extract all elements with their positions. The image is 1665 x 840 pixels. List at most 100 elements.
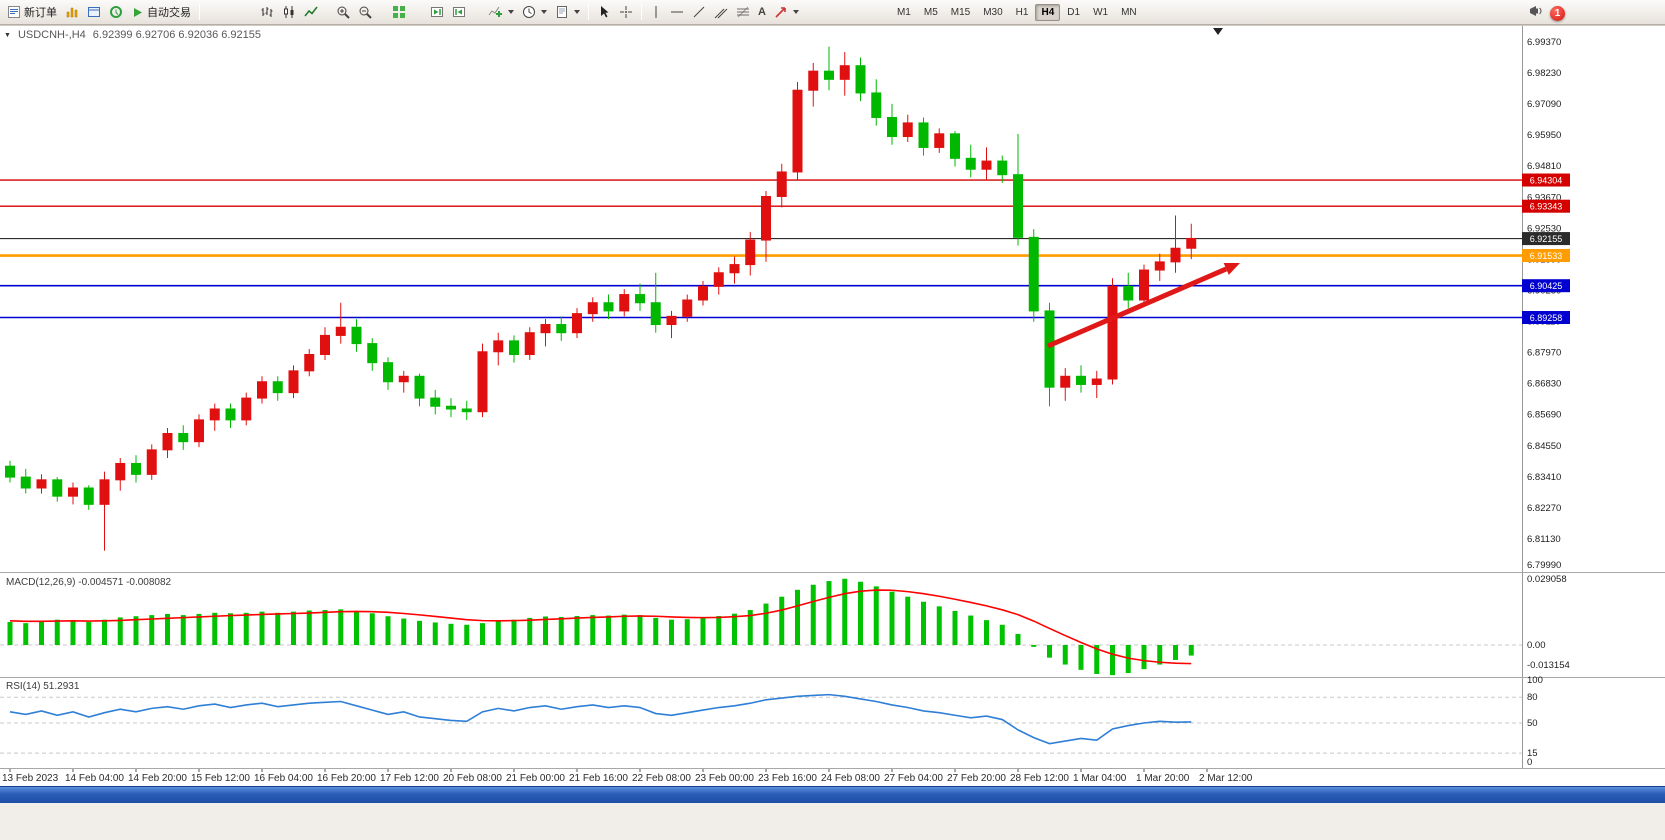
timeframe-h1-button[interactable]: H1 — [1015, 6, 1029, 18]
candle-body — [225, 408, 236, 421]
candle-body — [493, 340, 504, 353]
chart-shift-icon — [452, 5, 466, 19]
arrows-tool-button[interactable] — [770, 2, 803, 22]
candle-body — [776, 171, 787, 197]
candle-body — [619, 294, 630, 312]
trend-arrow-line[interactable] — [1047, 266, 1228, 349]
timeframe-w1-button[interactable]: W1 — [1093, 6, 1109, 18]
data-window-button[interactable] — [83, 2, 105, 22]
horizontal-line-button[interactable] — [666, 2, 688, 22]
candle-body — [1028, 236, 1039, 312]
time-axis-label: 21 Feb 00:00 — [506, 773, 565, 784]
candle-body — [1044, 310, 1055, 388]
price-badge — [1522, 310, 1570, 324]
rsi-pane-label: RSI(14) 51.2931 — [6, 681, 80, 692]
candle-body — [1060, 375, 1071, 388]
time-axis-label: 2 Mar 12:00 — [1199, 773, 1253, 784]
candle-body — [824, 70, 834, 80]
timeframe-mn-button[interactable]: MN — [1121, 6, 1137, 18]
rsi-axis-label: 15 — [1527, 748, 1538, 759]
timeframe-h4-button[interactable]: H4 — [1035, 3, 1061, 21]
candle-body — [981, 160, 992, 170]
macd-pane-label: MACD(12,26,9) -0.004571 -0.008082 — [6, 577, 172, 588]
chart-ohlc-header: ▼ USDCNH-,H4 6.92399 6.92706 6.92036 6.9… — [4, 29, 261, 41]
macd-histogram-bar — [133, 616, 139, 645]
price-axis-label: 6.83410 — [1527, 472, 1561, 483]
time-axis-label: 24 Feb 08:00 — [821, 773, 880, 784]
cursor-button[interactable] — [593, 2, 615, 22]
notification-badge[interactable]: 1 — [1550, 6, 1565, 21]
timeframe-m15-button[interactable]: M15 — [950, 6, 971, 18]
crosshair-icon — [619, 5, 633, 19]
tile-windows-button[interactable] — [388, 2, 410, 22]
zoom-out-button[interactable] — [354, 2, 376, 22]
vertical-line-button[interactable] — [646, 2, 666, 22]
macd-histogram-bar — [684, 619, 690, 645]
time-axis-label: 27 Feb 04:00 — [884, 773, 943, 784]
chart-shift-button[interactable] — [448, 2, 470, 22]
zoom-in-button[interactable] — [332, 2, 354, 22]
candle-body — [52, 479, 63, 497]
macd-histogram-bar — [1031, 645, 1037, 647]
crosshair-button[interactable] — [615, 2, 637, 22]
candle-body — [146, 449, 157, 475]
chart-header-caret-icon[interactable]: ▼ — [4, 31, 11, 39]
text-tool-button[interactable]: A — [754, 2, 770, 22]
candle-body — [1170, 247, 1181, 263]
trendline-button[interactable] — [688, 2, 710, 22]
auto-scroll-button[interactable] — [426, 2, 448, 22]
candle-body — [1076, 375, 1086, 385]
toolbar-right-group: 1 — [1528, 4, 1565, 23]
macd-histogram-bar — [543, 616, 548, 645]
candle-body — [115, 462, 126, 481]
price-axis-label: 6.86830 — [1527, 379, 1561, 390]
timeframe-d1-button[interactable]: D1 — [1067, 6, 1081, 18]
auto-trading-button[interactable]: 自动交易 — [127, 2, 195, 22]
templates-button[interactable] — [551, 2, 584, 22]
trend-arrow-head[interactable] — [1223, 262, 1240, 275]
timeframe-m30-button[interactable]: M30 — [983, 6, 1003, 18]
news-megaphone-icon[interactable] — [1528, 4, 1544, 23]
price-badge-label: 6.93343 — [1530, 202, 1563, 212]
scroll-to-end-marker[interactable] — [1213, 28, 1223, 35]
price-axis-label: 6.95950 — [1527, 130, 1561, 141]
candle-body — [430, 397, 441, 407]
macd-histogram-bar — [1062, 645, 1068, 665]
text-tool-icon: A — [758, 6, 766, 18]
fibonacci-button[interactable] — [732, 2, 754, 22]
macd-histogram-bar — [23, 623, 29, 645]
auto-scroll-icon — [430, 5, 444, 19]
market-watch-button[interactable] — [61, 2, 83, 22]
candle-body — [414, 375, 425, 399]
time-axis-label: 16 Feb 20:00 — [317, 773, 376, 784]
time-axis-label: 17 Feb 12:00 — [380, 773, 439, 784]
templates-icon — [555, 5, 569, 19]
macd-histogram-bar — [306, 610, 312, 645]
candle-body — [587, 302, 598, 315]
line-chart-button[interactable] — [300, 2, 322, 22]
candlestick-chart-button[interactable] — [278, 2, 300, 22]
candle-body — [997, 160, 1008, 176]
new-order-button[interactable]: 新订单 — [3, 2, 61, 22]
candle-body — [20, 476, 31, 489]
candle-body — [209, 408, 220, 421]
indicators-button[interactable] — [484, 2, 518, 22]
macd-histogram-bar — [417, 620, 422, 645]
candle-body — [1139, 269, 1149, 301]
periods-button[interactable] — [518, 2, 551, 22]
bar-chart-button[interactable] — [256, 2, 278, 22]
macd-histogram-bar — [322, 610, 328, 645]
candle-body — [540, 324, 551, 334]
candle-body — [934, 133, 945, 148]
timeframe-m1-button[interactable]: M1 — [896, 6, 911, 18]
timeframe-group: M1 M5 M15 M30 H1 H4 D1 W1 MN — [891, 3, 1143, 21]
candle-body — [965, 157, 976, 170]
timeframe-m5-button[interactable]: M5 — [923, 6, 938, 18]
candle-body — [68, 487, 78, 497]
candlestick-chart-icon — [282, 5, 296, 19]
navigator-button[interactable] — [105, 2, 127, 22]
channel-button[interactable] — [710, 2, 732, 22]
macd-histogram-bar — [354, 610, 359, 645]
macd-histogram-bar — [448, 623, 454, 645]
